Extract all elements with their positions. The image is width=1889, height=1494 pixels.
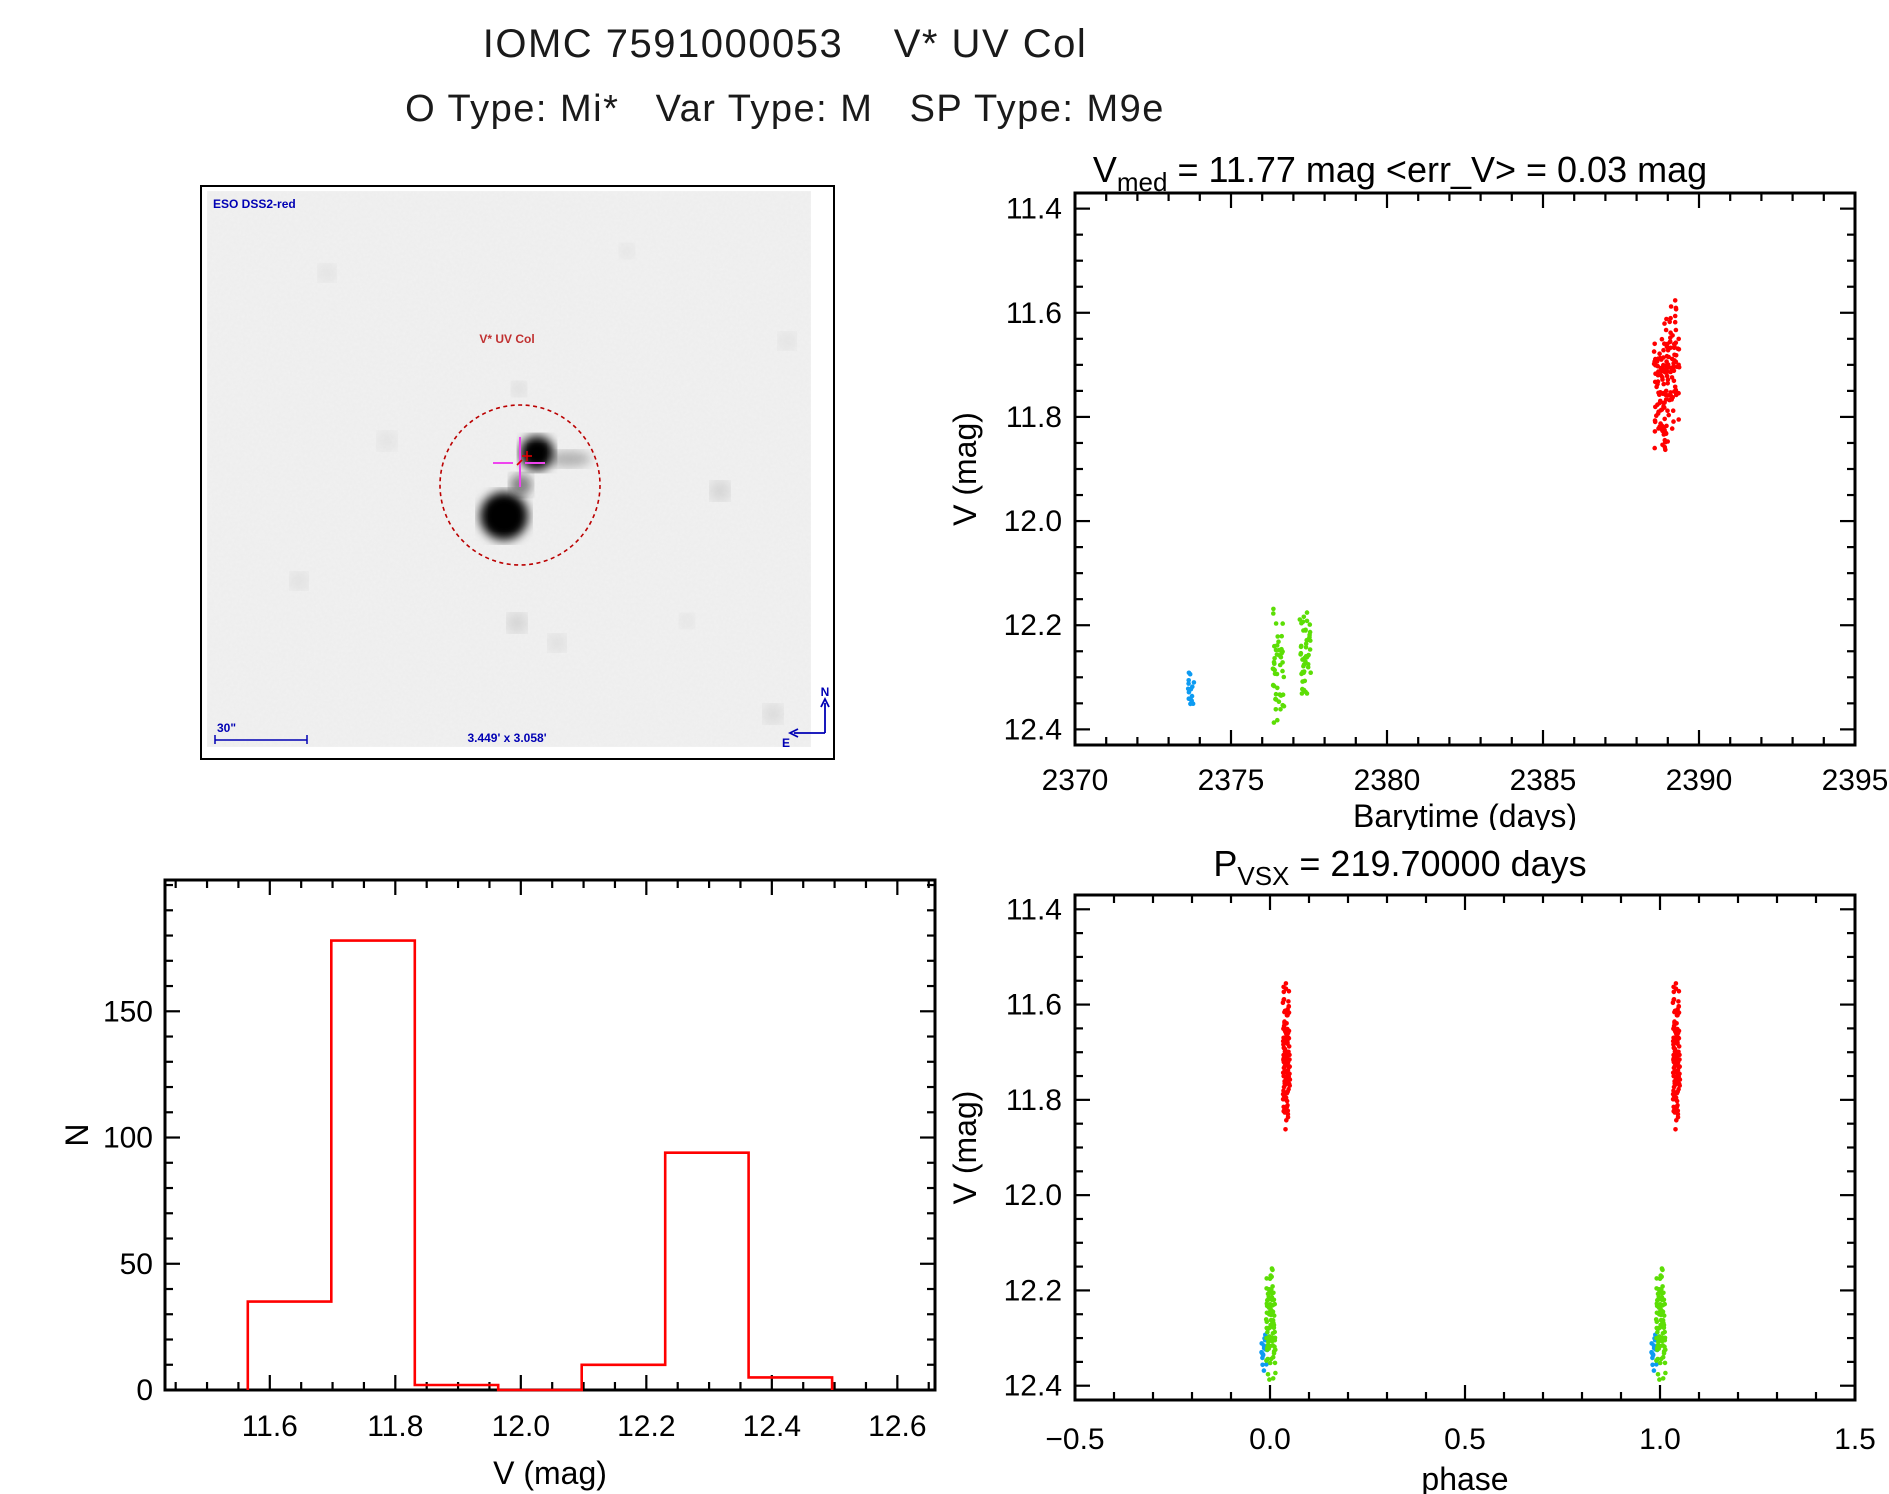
- plot-title: PVSX = 219.70000 days: [1213, 843, 1586, 891]
- y-axis-label: N: [60, 1123, 95, 1146]
- y-tick-label: 12.2: [1004, 1274, 1062, 1307]
- x-tick-label: 1.0: [1639, 1423, 1681, 1456]
- y-tick-label: 11.8: [1006, 401, 1062, 434]
- x-axis-label: V (mag): [493, 1455, 607, 1491]
- x-tick-label: 2395: [1822, 764, 1889, 797]
- x-tick-label: 2375: [1198, 764, 1265, 797]
- y-tick-label: 12.4: [1004, 713, 1062, 746]
- x-tick-label: 2380: [1354, 764, 1421, 797]
- target-cross-icon: [516, 451, 532, 466]
- x-tick-label: 11.8: [367, 1410, 423, 1443]
- faint-field-stars: [291, 244, 795, 723]
- x-tick-label: 2385: [1510, 764, 1577, 797]
- y-tick-label: 12.4: [1004, 1370, 1062, 1403]
- plot-frame: [1073, 893, 1857, 1402]
- y-tick-label: 11.6: [1006, 297, 1062, 330]
- y-tick-label: 50: [120, 1248, 153, 1281]
- compass: N E: [782, 685, 830, 750]
- x-tick-label: 12.4: [743, 1410, 801, 1443]
- x-axis-label: phase: [1421, 1461, 1508, 1494]
- lightcurve-svg: Vmed = 11.77 mag <err_V> = 0.03 mag 2370 2…: [947, 149, 1889, 834]
- histogram-outline: [246, 939, 834, 1392]
- y-axis-label: V (mag): [950, 412, 983, 526]
- page-subtitle: O Type: Mi* Var Type: M SP Type: M9e: [405, 88, 1165, 130]
- data-points: [1185, 298, 1682, 725]
- x-tick-label: 12.2: [617, 1410, 675, 1443]
- x-tick-label: 12.6: [868, 1410, 926, 1443]
- compass-north-label: N: [821, 685, 830, 699]
- y-tick-label: 100: [103, 1122, 153, 1155]
- page-title: IOMC 7591000053 V* UV Col: [482, 22, 1088, 66]
- plot-frame: [163, 878, 937, 1392]
- sky-noise: [207, 191, 811, 747]
- plot-title: Vmed = 11.77 mag <err_V> = 0.03 mag: [1093, 149, 1707, 197]
- axis-ticks: [1073, 895, 1857, 1400]
- y-tick-label: 11.8: [1006, 1084, 1062, 1117]
- y-tick-label: 150: [103, 995, 153, 1028]
- y-tick-label: 12.0: [1004, 1179, 1062, 1212]
- axis-ticks: [165, 880, 935, 1392]
- y-tick-label: 0: [136, 1374, 153, 1407]
- y-tick-label: 11.4: [1006, 893, 1062, 926]
- compass-east-label: E: [782, 736, 790, 750]
- x-tick-label: 12.0: [492, 1410, 550, 1443]
- x-tick-label: 2390: [1666, 764, 1733, 797]
- scale-bar: [214, 735, 308, 744]
- sky-image: ESO DSS2-red V* UV Col 30" 3.449' x 3.05…: [207, 191, 811, 747]
- x-axis-label: Barytime (days): [1353, 798, 1577, 830]
- x-tick-label: −0.5: [1045, 1423, 1104, 1456]
- phase-svg: PVSX = 219.70000 days −0.5 0.0 0.5 1.0 1.5 11.…: [947, 843, 1876, 1494]
- plot-frame: [1073, 191, 1857, 747]
- survey-label: ESO DSS2-red: [213, 197, 296, 211]
- magnitude-histogram: 11.6 11.8 12.0 12.2 12.4 12.6 0 50 100 150 V (mag)…: [59, 830, 950, 1494]
- y-axis-label: V (mag): [950, 1091, 983, 1205]
- histogram-svg: 11.6 11.8 12.0 12.2 12.4 12.6 0 50 100 150 V (mag)…: [59, 878, 937, 1491]
- x-tick-label: 0.5: [1444, 1423, 1486, 1456]
- y-tick-label: 12.0: [1004, 505, 1062, 538]
- lightcurve-plot: Vmed = 11.77 mag <err_V> = 0.03 mag 2370 2…: [947, 140, 1889, 835]
- target-star-blobs: [480, 436, 591, 632]
- fov-label: 3.449' x 3.058': [467, 731, 546, 745]
- aperture-circle: [439, 404, 601, 566]
- y-tick-label: 11.4: [1006, 193, 1062, 226]
- finder-chart: ESO DSS2-red V* UV Col 30" 3.449' x 3.05…: [200, 185, 835, 760]
- y-tick-label: 12.2: [1004, 609, 1062, 642]
- finder-target-label: V* UV Col: [479, 332, 534, 346]
- x-tick-label: 1.5: [1834, 1423, 1876, 1456]
- x-tick-label: 2370: [1042, 764, 1109, 797]
- y-tick-label: 11.6: [1006, 989, 1062, 1022]
- x-tick-label: 0.0: [1249, 1423, 1291, 1456]
- scale-bar-label: 30": [217, 721, 236, 735]
- phase-folded-plot: PVSX = 219.70000 days −0.5 0.0 0.5 1.0 1.5 11.…: [947, 830, 1889, 1494]
- data-points: [1259, 981, 1683, 1382]
- x-tick-label: 11.6: [242, 1410, 298, 1443]
- axis-ticks: [1073, 193, 1857, 745]
